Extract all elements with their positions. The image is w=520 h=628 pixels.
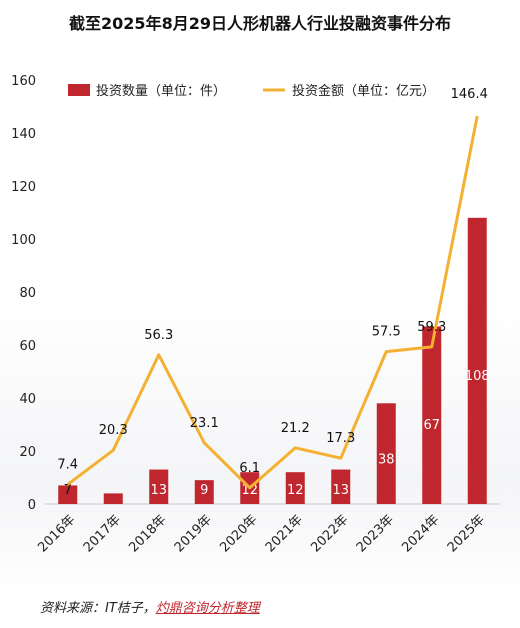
bar-value-label: 12 — [287, 483, 304, 498]
bar-2023年 — [376, 403, 396, 504]
bar-value-label: 13 — [332, 483, 349, 498]
y-tick-label: 20 — [19, 445, 36, 460]
bar-2021年 — [285, 472, 305, 504]
bar-2019年 — [194, 480, 214, 504]
source-prefix: 资料来源：IT桔子， — [40, 601, 156, 616]
line-value-label: 7.4 — [57, 457, 78, 472]
source-note: 资料来源：IT桔子，灼鼎咨询分析整理 — [40, 597, 260, 616]
x-tick-label: 2019年 — [172, 512, 215, 555]
y-tick-label: 0 — [28, 498, 36, 513]
x-tick-label: 2025年 — [445, 512, 488, 555]
line-value-label: 17.3 — [326, 431, 355, 446]
source-highlight: 灼鼎咨询分析整理 — [155, 601, 260, 616]
x-tick-label: 2021年 — [263, 512, 306, 555]
line-value-label: 21.2 — [281, 421, 310, 436]
line-value-label: 56.3 — [144, 328, 173, 343]
line-value-label: 6.1 — [239, 461, 260, 476]
x-tick-label: 2022年 — [308, 512, 351, 555]
amount-series-line — [66, 115, 479, 490]
legend: 投资数量（单位：件） 投资金额（单位：亿元） — [68, 83, 435, 99]
x-tick-label: 2017年 — [81, 512, 124, 555]
x-tick-label: 2016年 — [35, 512, 78, 555]
bar-value-label: 67 — [423, 418, 440, 433]
y-tick-label: 40 — [19, 392, 36, 407]
bar-value-label: 9 — [200, 483, 208, 498]
legend-label-count: 投资数量（单位：件） — [96, 83, 226, 99]
bar-value-label: 12 — [241, 483, 258, 498]
bar-2016年 — [58, 485, 78, 504]
bar-value-label: 38 — [378, 453, 395, 468]
line-value-label: 23.1 — [190, 416, 219, 431]
bar-2024年 — [422, 326, 442, 504]
bar-value-label: 7 — [64, 483, 72, 498]
bar-2022年 — [331, 469, 351, 504]
bar-2025年 — [467, 217, 487, 505]
line-value-label: 146.4 — [451, 87, 488, 102]
line-value-label: 57.5 — [372, 325, 401, 340]
y-tick-label: 80 — [19, 286, 36, 301]
chart-title: 截至2025年8月29日人形机器人行业投融资事件分布 — [69, 14, 451, 33]
line-value-label: 59.3 — [417, 320, 446, 335]
y-tick-label: 120 — [11, 180, 36, 195]
bar-2017年 — [103, 493, 123, 504]
y-tick-label: 100 — [11, 233, 36, 248]
y-tick-label: 140 — [11, 127, 36, 142]
y-tick-label: 160 — [11, 74, 36, 89]
bar-2018年 — [149, 469, 169, 504]
legend-swatch-count — [68, 84, 90, 96]
legend-label-amount: 投资金额（单位：亿元） — [292, 83, 435, 99]
y-tick-label: 60 — [19, 339, 36, 354]
x-tick-label: 2023年 — [354, 512, 397, 555]
bar-value-label: 108 — [465, 369, 490, 384]
bar-value-label: 13 — [150, 483, 167, 498]
x-tick-label: 2018年 — [126, 512, 169, 555]
line-value-label: 20.3 — [99, 423, 128, 438]
x-tick-label: 2024年 — [399, 512, 442, 555]
x-tick-label: 2020年 — [217, 512, 260, 555]
